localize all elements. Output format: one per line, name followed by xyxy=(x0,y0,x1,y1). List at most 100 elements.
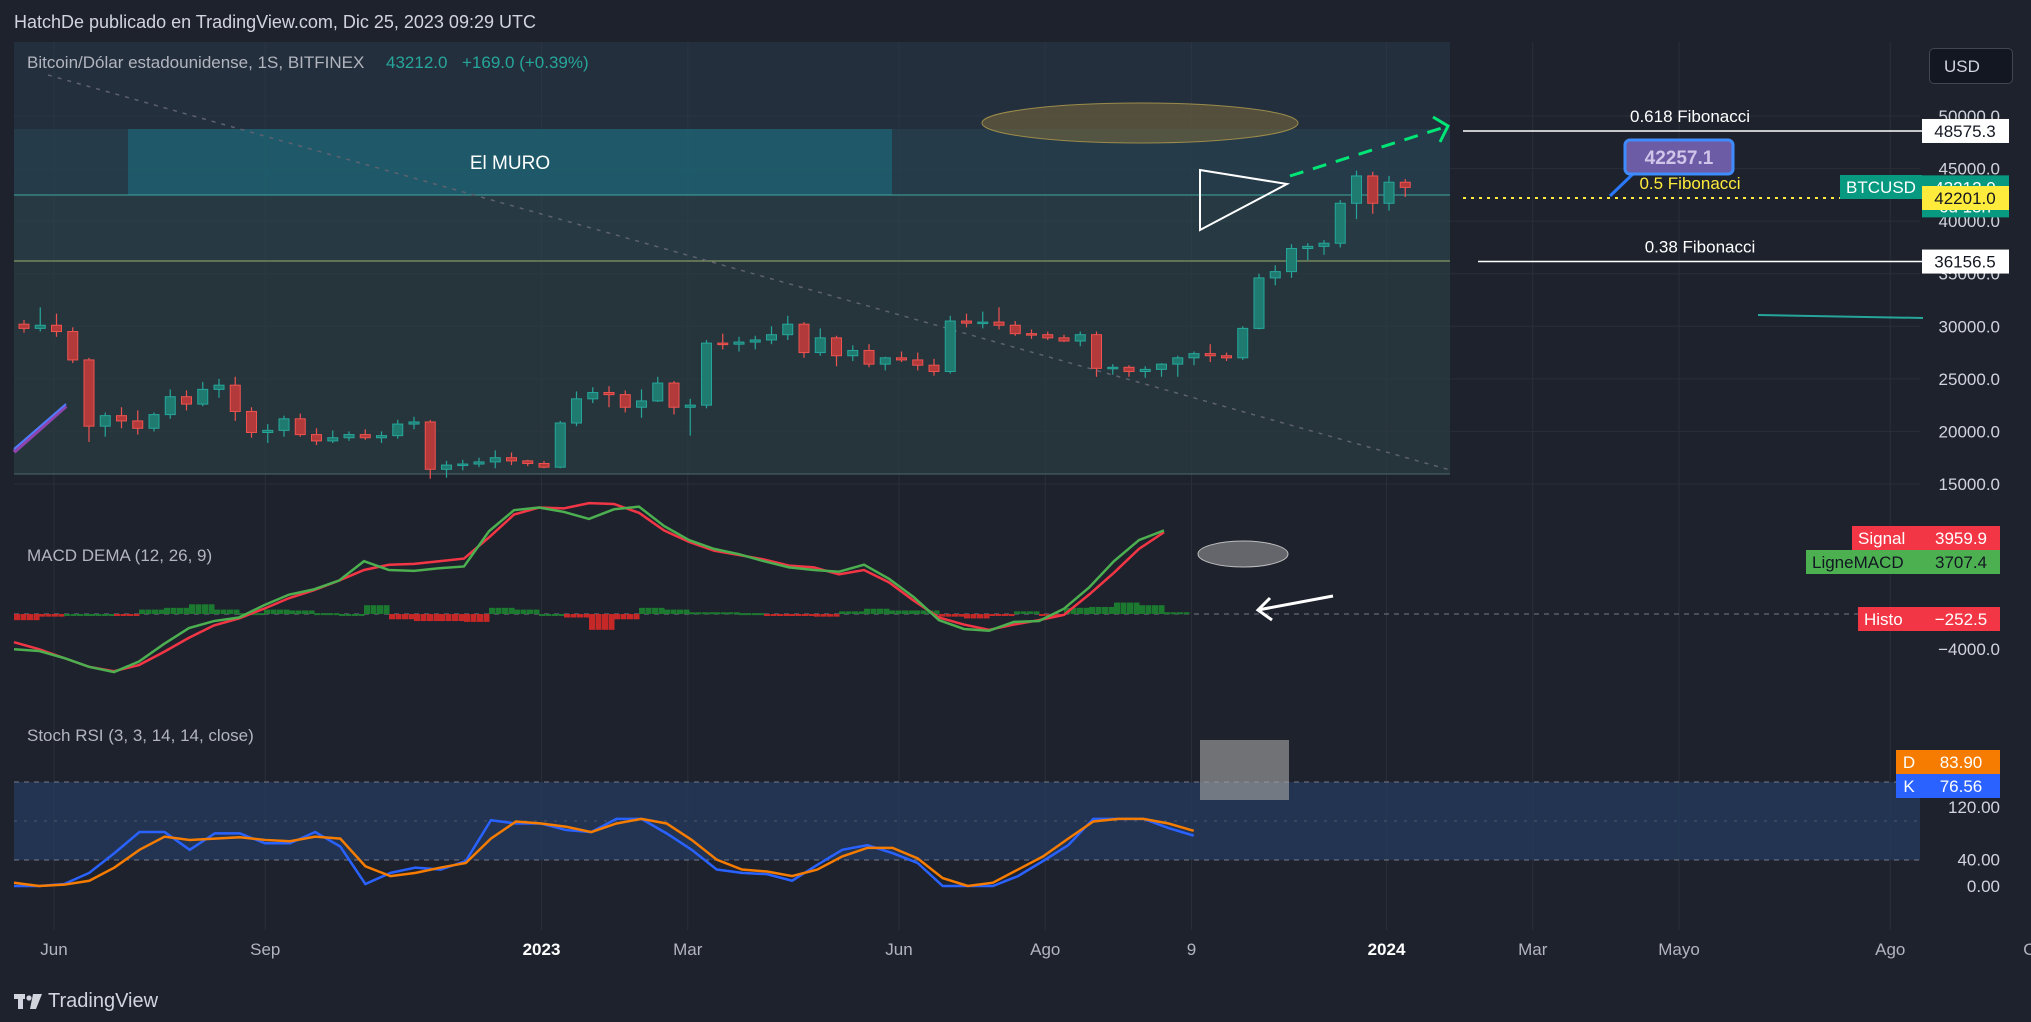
candle[interactable] xyxy=(262,424,274,443)
macd-white-arrow[interactable] xyxy=(1255,594,1334,622)
candle[interactable] xyxy=(1009,321,1021,336)
candle[interactable] xyxy=(587,387,599,404)
histo-bar[interactable] xyxy=(327,613,333,616)
price-axis[interactable]: 50000.045000.040000.035000.030000.025000… xyxy=(1939,107,2000,494)
stoch-legend-value-box[interactable] xyxy=(1922,774,2000,798)
target-price-box[interactable] xyxy=(1623,138,1735,176)
histo-bar[interactable] xyxy=(814,614,820,617)
histo-bar[interactable] xyxy=(852,611,858,614)
histo-bar[interactable] xyxy=(320,613,327,616)
histo-bar[interactable] xyxy=(977,614,983,619)
candles[interactable] xyxy=(18,170,1411,479)
candle[interactable] xyxy=(18,319,30,333)
histo-bar[interactable] xyxy=(1108,606,1115,614)
candle[interactable] xyxy=(571,391,582,427)
histo-bar[interactable] xyxy=(52,614,58,617)
histo-bar[interactable] xyxy=(183,607,190,614)
candle[interactable] xyxy=(538,460,550,469)
histo-bar[interactable] xyxy=(283,609,290,614)
histo-bar[interactable] xyxy=(733,612,740,615)
histo-bar[interactable] xyxy=(577,614,583,618)
histo-bar[interactable] xyxy=(58,614,65,617)
candle[interactable] xyxy=(213,378,225,398)
histo-bar[interactable] xyxy=(539,614,545,616)
histo-bar[interactable] xyxy=(145,609,152,614)
histo-bar[interactable] xyxy=(864,608,870,614)
histo-bar[interactable] xyxy=(489,607,495,614)
candle[interactable] xyxy=(408,416,420,430)
candle[interactable] xyxy=(636,389,647,418)
candle[interactable] xyxy=(619,390,631,413)
histo-bar[interactable] xyxy=(370,605,377,614)
candle[interactable] xyxy=(51,313,62,337)
histo-bar[interactable] xyxy=(714,612,720,615)
histo-bar[interactable] xyxy=(1083,607,1090,614)
histo-bar[interactable] xyxy=(845,611,852,614)
histo-bar[interactable] xyxy=(827,614,833,617)
candle[interactable] xyxy=(67,327,79,364)
price-tag[interactable] xyxy=(1922,249,2009,274)
histo-bar[interactable] xyxy=(383,605,390,614)
candle[interactable] xyxy=(181,390,192,411)
histo-bar[interactable] xyxy=(389,614,395,620)
candle[interactable] xyxy=(441,460,452,478)
histo-bar[interactable] xyxy=(627,614,633,620)
candle[interactable] xyxy=(1302,243,1314,261)
histo-bar[interactable] xyxy=(1170,612,1177,615)
candle[interactable] xyxy=(83,357,95,442)
histo-bar[interactable] xyxy=(1020,611,1027,614)
candle[interactable] xyxy=(164,389,176,419)
histo-bar[interactable] xyxy=(589,614,595,630)
histo-bar[interactable] xyxy=(652,607,658,614)
histo-bar[interactable] xyxy=(802,614,808,616)
histo-bar[interactable] xyxy=(677,609,683,614)
histo-bar[interactable] xyxy=(402,614,408,620)
histo-bar[interactable] xyxy=(177,607,183,614)
histo-bar[interactable] xyxy=(839,611,845,614)
histo-bar[interactable] xyxy=(989,614,995,616)
teal-level-line[interactable] xyxy=(1757,314,1924,319)
blue-pointer-line[interactable] xyxy=(1608,170,1637,198)
histo-bar[interactable] xyxy=(614,614,620,620)
candle[interactable] xyxy=(148,412,160,432)
histo-bar[interactable] xyxy=(558,614,565,616)
histo-bar[interactable] xyxy=(764,614,770,616)
candle[interactable] xyxy=(1286,244,1297,278)
candle[interactable] xyxy=(197,382,209,407)
histo-bar[interactable] xyxy=(70,614,77,616)
histo-bar[interactable] xyxy=(670,609,677,614)
histo-bar[interactable] xyxy=(795,614,802,616)
histo-bar[interactable] xyxy=(158,609,165,614)
histo-bar[interactable] xyxy=(277,609,283,614)
candle[interactable] xyxy=(879,356,891,371)
histo-bar[interactable] xyxy=(64,614,70,616)
histo-bar[interactable] xyxy=(295,610,302,614)
candle[interactable] xyxy=(1318,240,1330,255)
histo-bar[interactable] xyxy=(1120,602,1127,614)
histo-bar[interactable] xyxy=(195,604,202,614)
histo-bar[interactable] xyxy=(508,607,515,614)
histo-bar[interactable] xyxy=(433,614,440,622)
macd-legend-name-box[interactable] xyxy=(1852,526,1922,550)
histo-bar[interactable] xyxy=(189,604,195,614)
candle[interactable] xyxy=(993,307,1005,330)
macd-axis[interactable]: −4000.0 Signal 3959.9 LigneMACD 3707.4 Histo −… xyxy=(1806,526,2000,659)
candle[interactable] xyxy=(327,430,339,443)
histo-bar[interactable] xyxy=(1158,605,1165,614)
histo-bar[interactable] xyxy=(1127,602,1133,614)
histo-bar[interactable] xyxy=(239,613,245,616)
stoch-k-line[interactable] xyxy=(14,817,1195,888)
histo-bar[interactable] xyxy=(933,610,940,614)
candle[interactable] xyxy=(944,315,956,374)
candle[interactable] xyxy=(1107,364,1119,375)
macd-lignemacd-line[interactable] xyxy=(13,505,1165,674)
histo-bar[interactable] xyxy=(908,610,915,614)
candle[interactable] xyxy=(311,428,322,446)
histo-bar[interactable] xyxy=(258,613,265,616)
candle[interactable] xyxy=(701,339,712,409)
candle[interactable] xyxy=(896,351,907,363)
histo-bar[interactable] xyxy=(683,609,690,614)
histo-bar[interactable] xyxy=(958,614,965,617)
histo-bar[interactable] xyxy=(452,614,458,622)
histo-bar[interactable] xyxy=(483,614,490,622)
